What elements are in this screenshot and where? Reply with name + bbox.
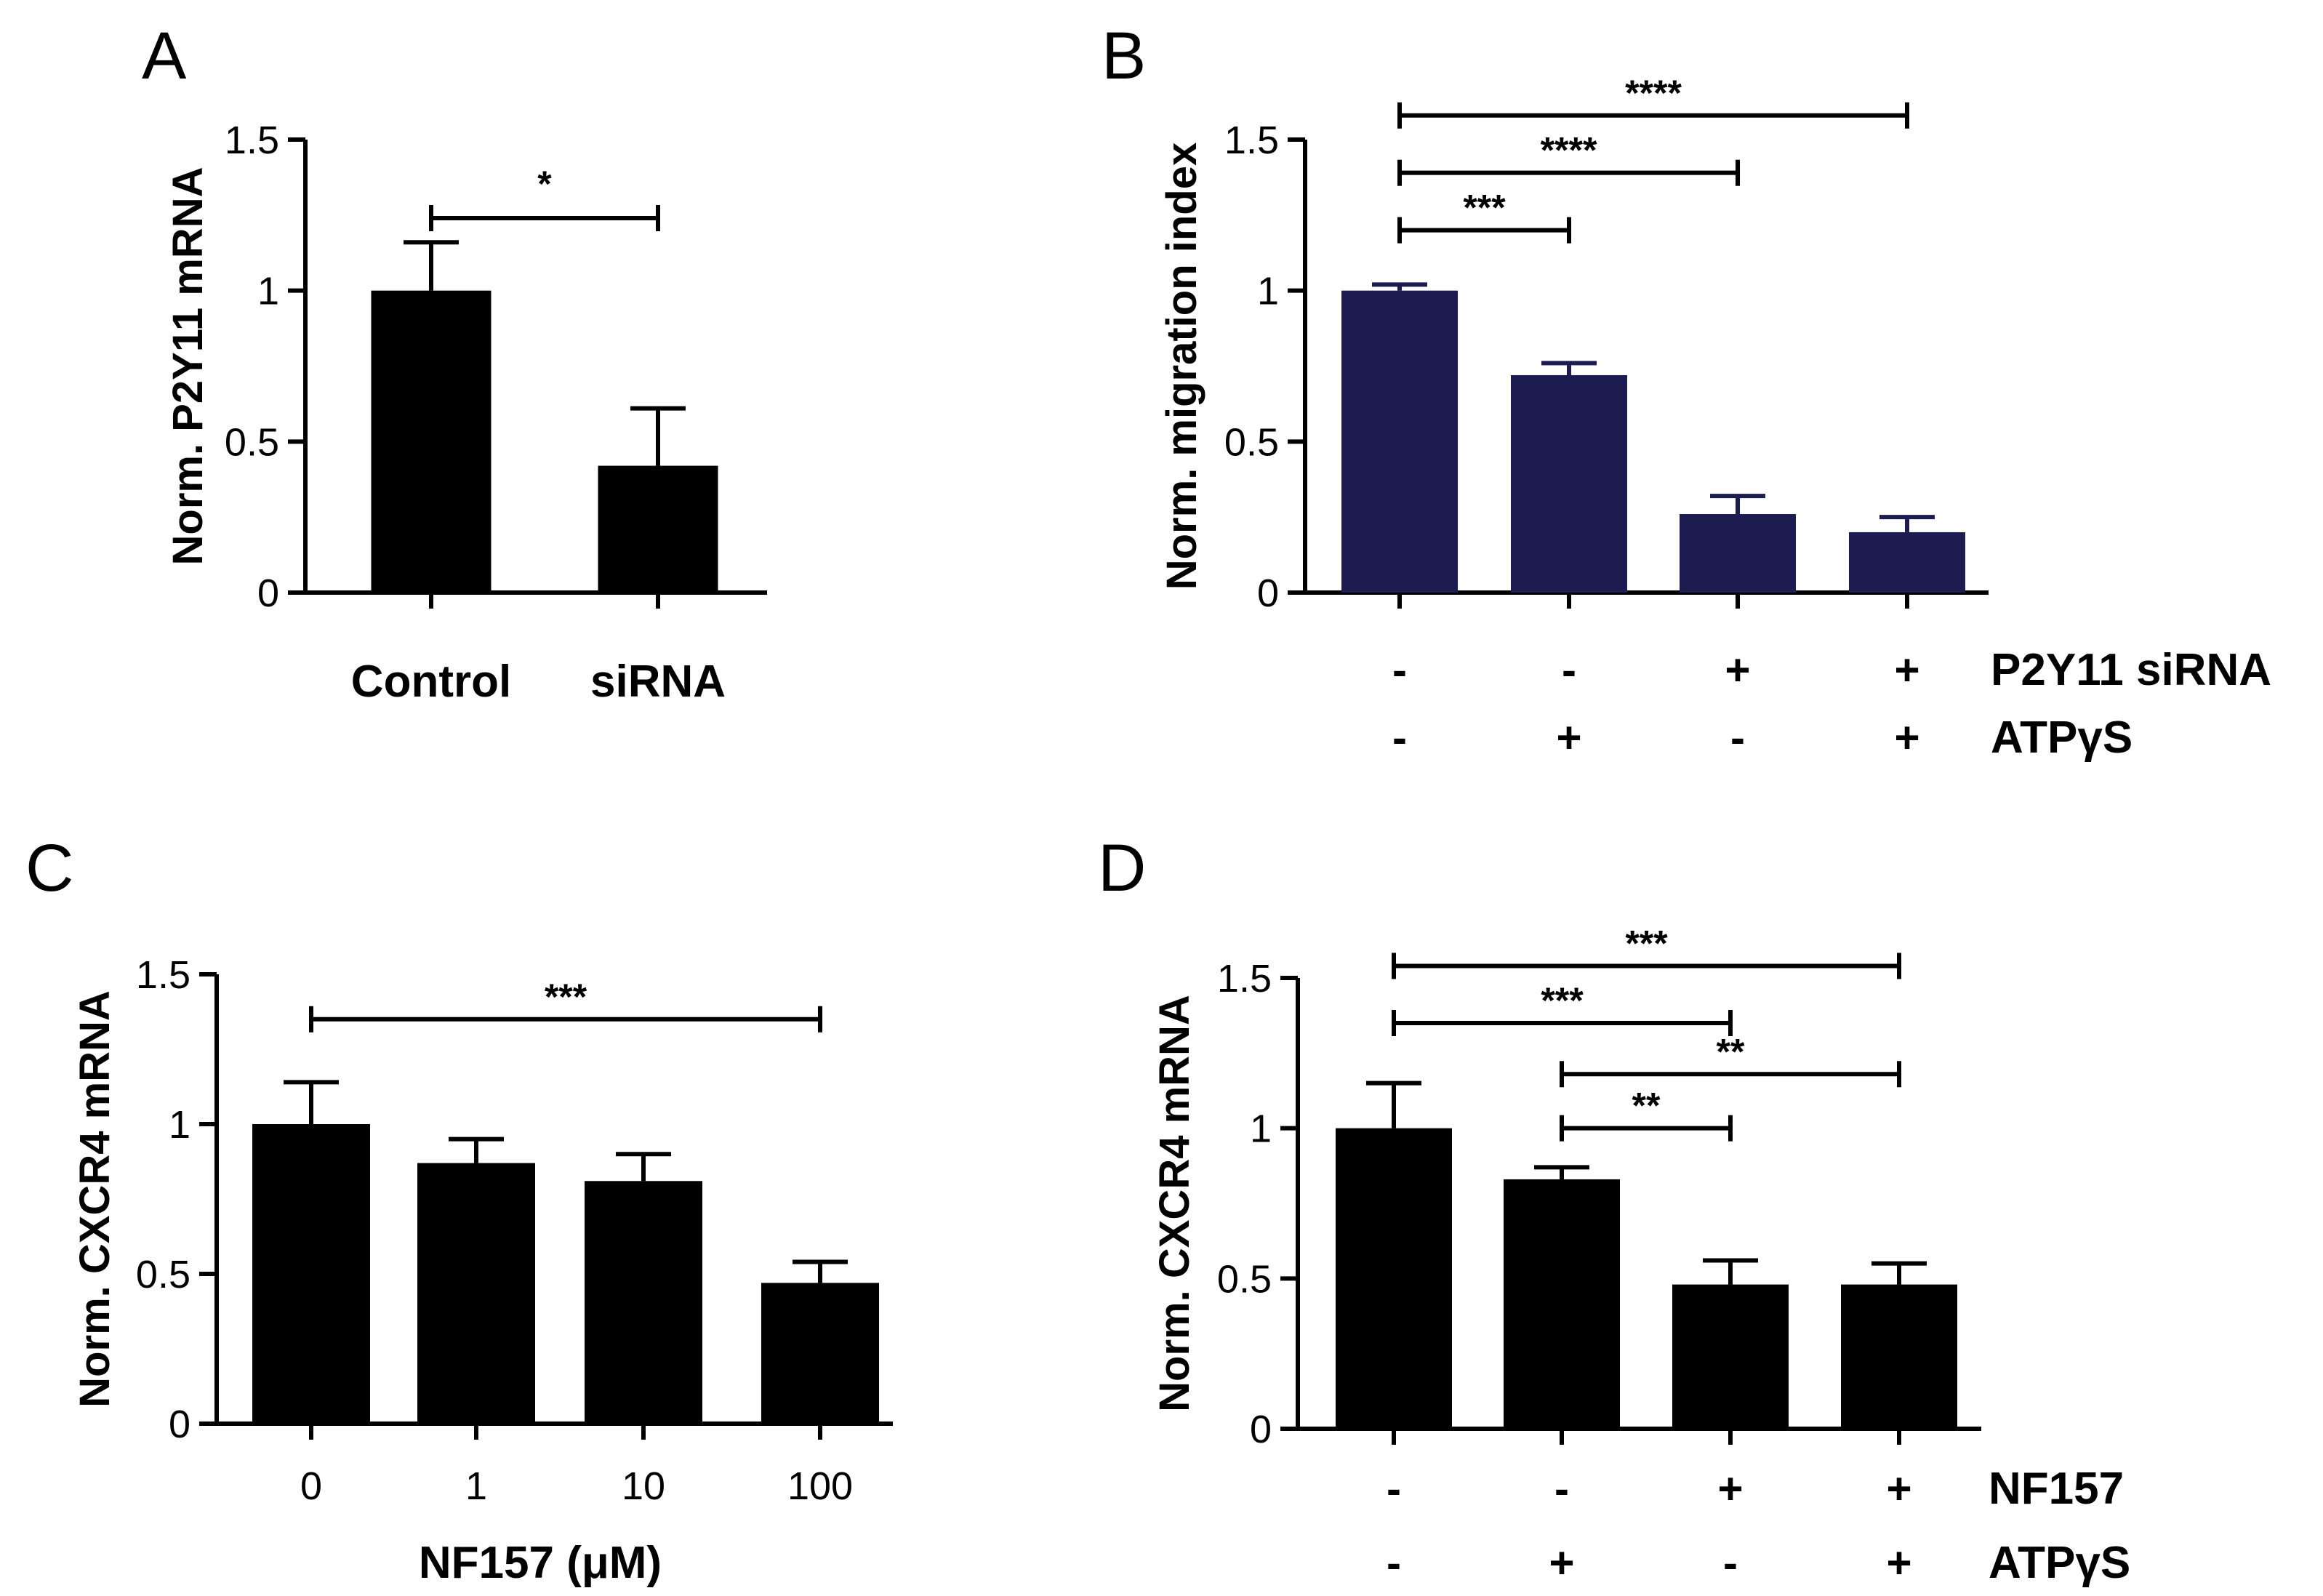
significance-bracket: ** <box>1560 1086 1733 1142</box>
condition-sign: + <box>1886 1539 1911 1587</box>
condition-label: NF157 <box>1989 1464 2124 1514</box>
condition-sign: - <box>1554 1464 1569 1513</box>
significance-bracket: **** <box>1397 130 1740 186</box>
significance-bracket: *** <box>1392 980 1733 1036</box>
significance-bracket: * <box>429 164 660 231</box>
significance-label: **** <box>1541 130 1597 171</box>
y-tick-label: 0 <box>1257 572 1279 615</box>
y-tick-label: 1.5 <box>136 953 190 997</box>
condition-label: ATPγS <box>1989 1538 2130 1588</box>
condition-sign: - <box>1730 713 1745 762</box>
condition-sign: + <box>1549 1539 1574 1587</box>
y-axis-title: Norm. P2Y11 mRNA <box>164 167 212 566</box>
y-tick-label: 0.5 <box>136 1253 190 1296</box>
bar <box>1672 1284 1789 1429</box>
significance-label: *** <box>1463 188 1506 228</box>
x-tick-label: Control <box>351 657 511 707</box>
condition-sign: + <box>1894 646 1919 694</box>
condition-sign: - <box>1387 1464 1401 1513</box>
panel-a: A 0 0.5 1 1.5 Norm. P2Y11 mRNA Control siRNA * <box>142 19 767 707</box>
bar <box>1511 374 1627 593</box>
condition-sign: - <box>1562 646 1576 694</box>
bar <box>1341 290 1458 593</box>
significance-bracket: ** <box>1560 1031 1901 1088</box>
x-tick-label: 1 <box>465 1464 487 1508</box>
significance-label: *** <box>1625 923 1668 963</box>
y-tick-label: 1.5 <box>225 119 279 162</box>
significance-bracket: *** <box>1392 923 1901 979</box>
y-tick-label: 0.5 <box>1224 420 1279 464</box>
y-tick-label: 0.5 <box>225 420 279 464</box>
significance-label: ** <box>1632 1086 1661 1126</box>
condition-sign: - <box>1723 1539 1738 1587</box>
significance-bracket: *** <box>1397 188 1571 244</box>
condition-sign: + <box>1717 1464 1743 1513</box>
condition-label: P2Y11 siRNA <box>1991 645 2271 695</box>
condition-sign: + <box>1894 713 1919 762</box>
y-axis-title: Norm. migration index <box>1158 143 1205 590</box>
y-tick-label: 1.5 <box>1217 957 1272 1000</box>
y-axis-title: Norm. CXCR4 mRNA <box>1151 995 1198 1412</box>
x-tick-label: 0 <box>300 1464 322 1508</box>
bar <box>371 290 492 593</box>
condition-sign: - <box>1387 1539 1401 1587</box>
bar <box>761 1283 879 1424</box>
y-tick-label: 1 <box>169 1103 190 1147</box>
condition-sign: + <box>1886 1464 1911 1513</box>
bar <box>1841 1284 1957 1429</box>
panel-label: B <box>1102 19 1146 93</box>
bar <box>598 465 718 593</box>
significance-label: ** <box>1717 1031 1745 1072</box>
bar <box>252 1124 370 1424</box>
significance-label: **** <box>1625 73 1682 113</box>
panel-d: D 0 0.5 1 1.5 Norm. CXCR4 mRNA - - + + NF157 - + - + AT… <box>1098 831 2130 1588</box>
bar <box>1336 1128 1452 1429</box>
y-tick-label: 0.5 <box>1217 1257 1272 1301</box>
y-tick-label: 0 <box>1250 1408 1272 1451</box>
significance-label: * <box>537 164 552 204</box>
bar <box>585 1181 702 1424</box>
condition-sign: + <box>1556 713 1581 762</box>
significance-label: *** <box>1541 980 1584 1021</box>
x-tick-label: 10 <box>622 1464 665 1508</box>
panel-b: B 0 0.5 1 1.5 Norm. migration index - - + + P2Y11 … <box>1102 19 2271 763</box>
y-tick-label: 1 <box>1257 270 1279 313</box>
y-tick-label: 0 <box>169 1403 190 1446</box>
condition-label: ATPγS <box>1991 713 2133 763</box>
condition-sign: - <box>1392 713 1407 762</box>
y-tick-label: 1.5 <box>1224 119 1279 162</box>
significance-bracket: *** <box>309 977 822 1032</box>
x-axis-title: NF157 (μM) <box>419 1538 662 1588</box>
x-tick-label: 100 <box>787 1464 853 1508</box>
y-axis-title: Norm. CXCR4 mRNA <box>71 990 119 1408</box>
y-tick-label: 1 <box>257 270 279 313</box>
bar <box>1504 1179 1620 1429</box>
condition-sign: - <box>1392 646 1407 694</box>
panel-c: C 0 0.5 1 1.5 Norm. CXCR4 mRNA 0 1 10 100 NF157 (μ… <box>25 831 893 1588</box>
panel-label: C <box>25 831 73 905</box>
condition-sign: + <box>1725 646 1750 694</box>
y-tick-label: 0 <box>257 572 279 615</box>
bar <box>417 1163 535 1424</box>
significance-label: *** <box>545 977 587 1017</box>
bar <box>1680 514 1796 593</box>
panel-label: D <box>1098 831 1146 905</box>
y-tick-label: 1 <box>1250 1107 1272 1151</box>
x-tick-label: siRNA <box>590 657 726 707</box>
bar <box>1849 532 1965 593</box>
panel-label: A <box>142 19 187 93</box>
significance-bracket: **** <box>1397 73 1909 129</box>
